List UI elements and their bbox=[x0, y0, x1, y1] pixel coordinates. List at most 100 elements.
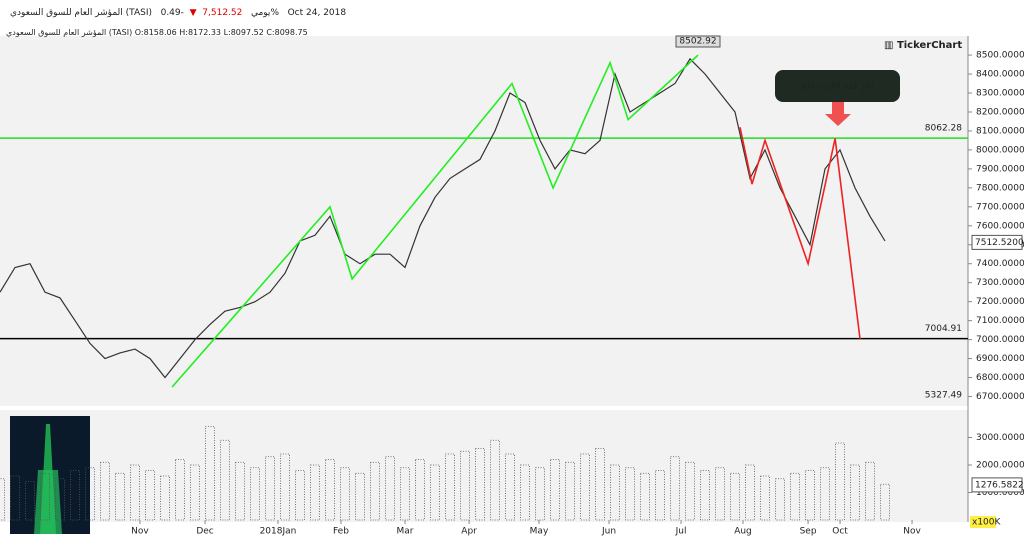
volume-bar bbox=[415, 459, 425, 521]
y-tick-label: 8000.0000 bbox=[976, 145, 1024, 155]
volume-bar bbox=[790, 472, 800, 521]
y-tick-label: 7400.0000 bbox=[976, 259, 1024, 269]
callout-box bbox=[775, 70, 900, 102]
price: 7,512.52 bbox=[202, 8, 243, 18]
y-tick-label: 8100.0000 bbox=[976, 126, 1024, 136]
y-tick-label: 3000.0000 bbox=[976, 433, 1024, 443]
volume-bar bbox=[85, 467, 95, 521]
y-tick-label: 7200.0000 bbox=[976, 297, 1024, 307]
y-tick-label: 7100.0000 bbox=[976, 316, 1024, 326]
level-label: 8062.28 bbox=[925, 124, 962, 134]
brand-text: TickerChart bbox=[896, 40, 963, 51]
volume-bar bbox=[160, 475, 170, 521]
volume-bar bbox=[100, 461, 110, 521]
volume-bar bbox=[730, 472, 740, 521]
volume-bar bbox=[625, 467, 635, 521]
volume-bar bbox=[295, 470, 305, 521]
volume-bar bbox=[40, 472, 50, 521]
x-tick-label: Feb bbox=[333, 527, 349, 537]
volume-bar bbox=[805, 470, 815, 521]
x-tick-label: Apr bbox=[461, 527, 477, 537]
volume-bar bbox=[490, 439, 500, 521]
volume-bar bbox=[760, 475, 770, 521]
volume-bar bbox=[445, 453, 455, 521]
volume-bar bbox=[595, 448, 605, 521]
y-tick-label: 8500.0000 bbox=[976, 51, 1024, 61]
volume-bar bbox=[880, 483, 890, 521]
volume-bar bbox=[235, 461, 245, 521]
volume-bar bbox=[865, 461, 875, 521]
ohlc: المؤشر العام للسوق السعودي (TASI) O:8158… bbox=[6, 28, 308, 37]
volume-bar bbox=[250, 467, 260, 521]
x-tick-label: May bbox=[530, 527, 549, 537]
volume-bar bbox=[325, 459, 335, 521]
target-label: 5327.49 bbox=[925, 391, 962, 401]
volume-bar bbox=[700, 470, 710, 521]
volume-bar bbox=[775, 478, 785, 521]
volume-bar bbox=[10, 475, 20, 521]
unit-box bbox=[970, 516, 996, 528]
volume-bar bbox=[745, 464, 755, 521]
x-tick-label: Jun bbox=[601, 527, 616, 537]
volume-bar bbox=[265, 456, 275, 521]
y-tick-label: 8300.0000 bbox=[976, 89, 1024, 99]
y-tick-label: 6900.0000 bbox=[976, 354, 1024, 364]
volume-bar bbox=[565, 461, 575, 521]
arrow: ▼ bbox=[189, 8, 197, 18]
y-tick-label: 7300.0000 bbox=[976, 278, 1024, 288]
y-tick-label: 8200.0000 bbox=[976, 107, 1024, 117]
volume-bar bbox=[70, 470, 80, 521]
unit-label: x100K bbox=[972, 518, 1002, 528]
volume-bar bbox=[115, 472, 125, 521]
volume-bar bbox=[640, 472, 650, 521]
volume-bar bbox=[430, 464, 440, 521]
volume-bar bbox=[145, 470, 155, 521]
x-tick-label: Nov bbox=[131, 527, 149, 537]
volume-bar bbox=[355, 472, 365, 521]
last-box bbox=[971, 477, 1023, 493]
volume-bar bbox=[670, 456, 680, 521]
x-tick-label: Jul bbox=[675, 527, 687, 537]
y-tick-label: 8400.0000 bbox=[976, 70, 1024, 80]
volume-bar bbox=[205, 426, 215, 521]
y-tick-label: 1000.0000 bbox=[976, 488, 1024, 498]
x-tick-label: 2018Jan bbox=[260, 527, 297, 537]
x-tick-label: Oct bbox=[832, 527, 848, 537]
volume-bar bbox=[520, 464, 530, 521]
volume-bar bbox=[505, 453, 515, 521]
volume-bar bbox=[715, 467, 725, 521]
y-tick-label: 7800.0000 bbox=[976, 183, 1024, 193]
volume-bar bbox=[280, 453, 290, 521]
volume-bar bbox=[370, 461, 380, 521]
callout-arrow bbox=[825, 102, 851, 126]
volume-bar bbox=[55, 478, 65, 521]
volume-bar bbox=[535, 467, 545, 521]
y-tick-label: 6700.0000 bbox=[976, 392, 1024, 402]
volume-bar bbox=[175, 459, 185, 521]
last-label: 7512.5200 bbox=[975, 238, 1024, 248]
volume-bar bbox=[310, 464, 320, 521]
y-tick-label: 7700.0000 bbox=[976, 202, 1024, 212]
volume-bar bbox=[340, 467, 350, 521]
volume-bar bbox=[400, 467, 410, 521]
y-tick-label: 6800.0000 bbox=[976, 373, 1024, 383]
x-tick-label: Sep bbox=[800, 527, 817, 537]
last-box bbox=[971, 234, 1023, 250]
period: يومي bbox=[250, 8, 271, 18]
volume-bar bbox=[850, 464, 860, 521]
callout: اخر قمه لاقرب قاع bbox=[802, 82, 873, 92]
y-tick-label: 7900.0000 bbox=[976, 164, 1024, 174]
volume-bar bbox=[385, 456, 395, 521]
x-tick-label: Dec bbox=[196, 527, 213, 537]
y-tick-label: 7000.0000 bbox=[976, 335, 1024, 345]
volume-bar bbox=[580, 453, 590, 521]
level-label: 7004.91 bbox=[925, 324, 962, 334]
series-line bbox=[171, 54, 699, 388]
change: -0.49% bbox=[160, 8, 279, 18]
series-line bbox=[739, 127, 861, 339]
header: المؤشر العام للسوق السعودي (TASI) يومي 7… bbox=[10, 8, 346, 18]
peak-label: 8502.92 bbox=[679, 37, 716, 47]
y-tick-label: 7600.0000 bbox=[976, 221, 1024, 231]
volume-bar bbox=[655, 470, 665, 521]
